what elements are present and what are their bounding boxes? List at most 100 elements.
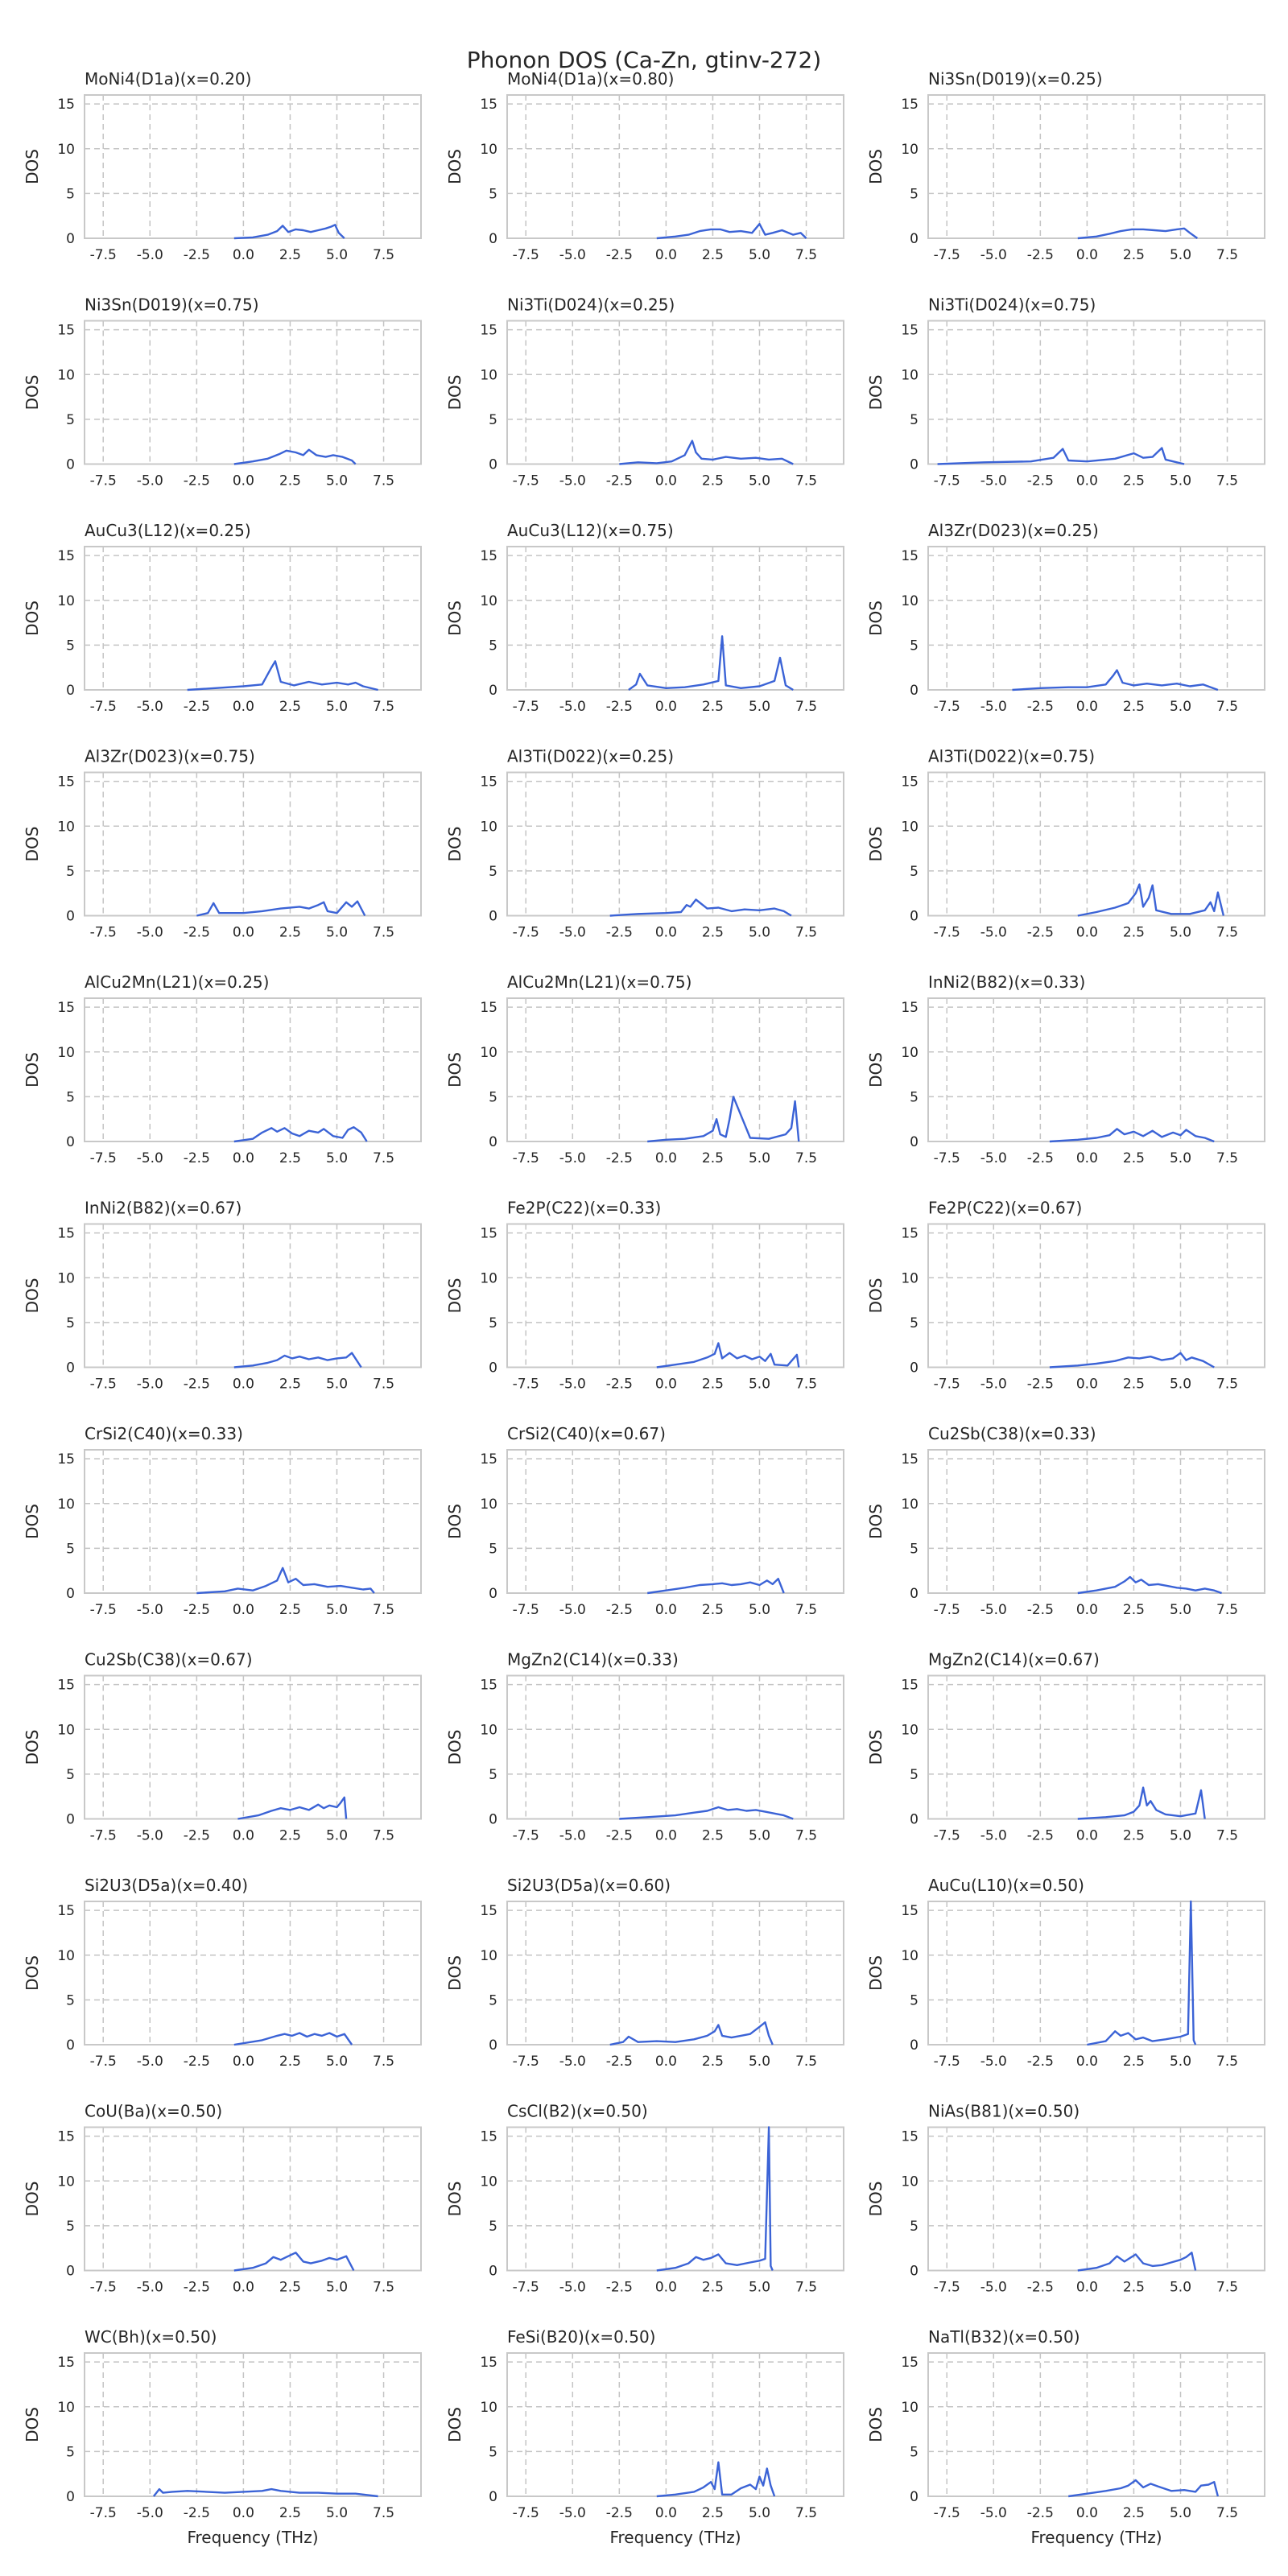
axes-frame xyxy=(84,546,422,691)
y-tick-label: 5 xyxy=(489,1089,497,1105)
panel-title: Ni3Sn(D019)(x=0.75) xyxy=(85,295,259,315)
y-axis-label: DOS xyxy=(866,1052,886,1088)
y-tick-label: 5 xyxy=(489,1992,497,2008)
x-tick-label: 7.5 xyxy=(795,2280,817,2296)
x-tick-label: 2.5 xyxy=(702,2280,724,2296)
x-tick-label: 7.5 xyxy=(1216,473,1238,489)
dos-panel: MoNi4(D1a)(x=0.80) -7.5 -5.0 -2.5 0.0 2.5 5.0 7… xyxy=(445,69,844,263)
y-tick-label: 15 xyxy=(57,548,75,564)
y-tick-label: 5 xyxy=(66,1767,75,1783)
x-tick-label: -2.5 xyxy=(184,925,210,941)
dos-line xyxy=(152,2487,378,2498)
x-tick-label: -2.5 xyxy=(184,2505,210,2521)
y-tick-label: 0 xyxy=(66,231,75,247)
dos-panel: AuCu(L10)(x=0.50) -7.5 -5.0 -2.5 0.0 2.5 5.0 7.… xyxy=(866,1876,1265,2070)
axes-frame xyxy=(927,320,1265,465)
panel-title: CrSi2(C40)(x=0.33) xyxy=(85,1424,243,1443)
x-tick-label: -2.5 xyxy=(1027,2505,1054,2521)
x-axis-label: Frequency (THz) xyxy=(1030,2528,1162,2547)
x-tick-label: -5.0 xyxy=(137,925,163,941)
dos-panel: WC(Bh)(x=0.50) -7.5 -5.0 -2.5 0.0 2.5 5.0 7.5 0 5… xyxy=(23,2327,422,2547)
y-tick-label: 5 xyxy=(489,1767,497,1783)
y-tick-label: 0 xyxy=(66,1586,75,1602)
x-tick-label: 5.0 xyxy=(749,1377,770,1393)
y-axis-label: DOS xyxy=(445,149,464,184)
x-tick-label: 2.5 xyxy=(279,1377,301,1393)
x-tick-label: 5.0 xyxy=(749,1828,770,1844)
y-tick-label: 10 xyxy=(57,2400,75,2416)
x-tick-label: -2.5 xyxy=(184,1377,210,1393)
axes-frame xyxy=(927,546,1265,691)
x-tick-label: -2.5 xyxy=(1027,473,1054,489)
x-tick-label: -7.5 xyxy=(934,2280,960,2296)
axes-frame xyxy=(506,771,844,917)
x-tick-label: 0.0 xyxy=(233,1602,254,1618)
y-tick-label: 5 xyxy=(910,638,919,654)
panel-title: CoU(Ba)(x=0.50) xyxy=(85,2102,222,2121)
axes-frame xyxy=(927,997,1265,1142)
dos-line xyxy=(1077,883,1225,917)
panel-title: Si2U3(D5a)(x=0.60) xyxy=(507,1876,671,1895)
y-tick-label: 0 xyxy=(489,1134,497,1150)
x-tick-label: -7.5 xyxy=(934,1828,960,1844)
y-tick-label: 5 xyxy=(66,638,75,654)
y-axis-label: DOS xyxy=(23,1052,42,1088)
y-tick-label: 5 xyxy=(910,1767,919,1783)
y-tick-label: 10 xyxy=(480,1045,497,1061)
x-tick-label: 5.0 xyxy=(749,699,770,715)
y-tick-label: 5 xyxy=(66,1315,75,1331)
y-tick-label: 0 xyxy=(489,1586,497,1602)
dos-line xyxy=(647,1577,785,1595)
panel-title: Al3Zr(D023)(x=0.25) xyxy=(928,521,1099,540)
dos-line xyxy=(1077,2252,1197,2272)
x-tick-label: 7.5 xyxy=(795,925,817,941)
y-tick-label: 15 xyxy=(901,323,919,339)
dos-panel: MgZn2(C14)(x=0.33) -7.5 -5.0 -2.5 0.0 2.5 5.0 7… xyxy=(445,1650,844,1844)
dos-line xyxy=(233,2252,355,2272)
y-axis-label: DOS xyxy=(866,1730,886,1765)
x-tick-label: 7.5 xyxy=(373,699,394,715)
dos-panel: Al3Ti(D022)(x=0.25) -7.5 -5.0 -2.5 0.0 2.5 5.0… xyxy=(445,747,844,941)
y-tick-label: 15 xyxy=(901,1226,919,1242)
y-tick-label: 15 xyxy=(901,2129,919,2145)
y-tick-label: 10 xyxy=(901,1722,919,1738)
x-tick-label: -7.5 xyxy=(90,2280,117,2296)
axes-frame xyxy=(927,2352,1265,2497)
axes-frame xyxy=(84,1223,422,1368)
y-tick-label: 0 xyxy=(66,1360,75,1377)
x-tick-label: -2.5 xyxy=(184,1602,210,1618)
y-tick-label: 0 xyxy=(66,2264,75,2280)
y-tick-label: 10 xyxy=(480,1722,497,1738)
x-tick-label: -2.5 xyxy=(606,1377,633,1393)
y-tick-label: 0 xyxy=(910,1586,919,1602)
x-tick-label: -2.5 xyxy=(606,925,633,941)
x-tick-label: 0.0 xyxy=(1076,1150,1098,1166)
x-tick-label: -7.5 xyxy=(934,1602,960,1618)
y-tick-label: 10 xyxy=(901,1496,919,1513)
y-tick-label: 10 xyxy=(480,1270,497,1286)
dos-line xyxy=(656,223,807,240)
x-tick-label: -5.0 xyxy=(980,925,1007,941)
dos-line xyxy=(1049,1128,1215,1143)
y-tick-label: 15 xyxy=(57,323,75,339)
x-tick-label: 0.0 xyxy=(1076,925,1098,941)
x-tick-label: 7.5 xyxy=(795,247,817,263)
y-tick-label: 0 xyxy=(910,2264,919,2280)
y-tick-label: 0 xyxy=(66,909,75,925)
y-tick-label: 15 xyxy=(480,1000,497,1016)
y-tick-label: 10 xyxy=(480,2400,497,2416)
x-tick-label: 0.0 xyxy=(655,925,677,941)
x-tick-label: 7.5 xyxy=(373,2280,394,2296)
x-tick-label: -5.0 xyxy=(137,2054,163,2070)
y-tick-label: 15 xyxy=(480,774,497,791)
x-tick-label: 2.5 xyxy=(1123,2054,1145,2070)
y-axis-label: DOS xyxy=(866,601,886,636)
axes-frame xyxy=(506,546,844,691)
y-tick-label: 10 xyxy=(480,593,497,609)
panel-title: AuCu3(L12)(x=0.25) xyxy=(85,521,251,540)
panel-title: MoNi4(D1a)(x=0.80) xyxy=(507,69,674,89)
y-axis-label: DOS xyxy=(445,2407,464,2442)
x-tick-label: -5.0 xyxy=(980,1602,1007,1618)
y-tick-label: 0 xyxy=(910,2037,919,2054)
dos-line xyxy=(1077,227,1199,240)
